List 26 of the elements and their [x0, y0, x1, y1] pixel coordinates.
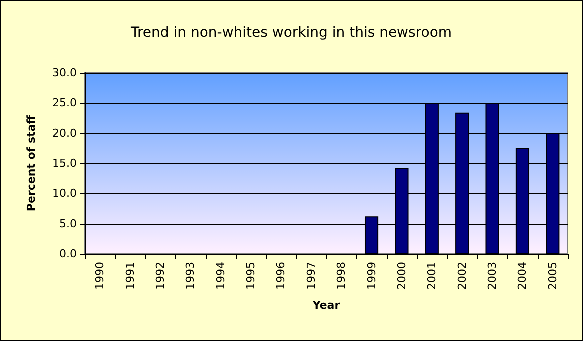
- y-tick-label: 25.0: [52, 96, 77, 110]
- y-tick-label: 20.0: [52, 126, 77, 140]
- y-tick-label: 15.0: [52, 157, 77, 170]
- x-tick-label: 2004: [516, 262, 530, 290]
- x-tick-label: 2003: [486, 262, 500, 290]
- x-tick-label: 1991: [124, 262, 137, 290]
- x-tick-label: 1994: [214, 262, 228, 290]
- x-tick-label: 2005: [546, 262, 560, 290]
- x-tick-label: 2002: [456, 262, 469, 290]
- y-axis-title: Percent of staff: [25, 115, 38, 212]
- y-tick-label: 5.0: [60, 217, 77, 230]
- chart-title: Trend in non-whites working in this newsroom: [130, 25, 452, 41]
- x-tick-label: 1998: [335, 262, 348, 290]
- x-tick-label: 2000: [395, 262, 408, 290]
- x-tick-label: 1997: [304, 262, 318, 290]
- x-tick-label: 2001: [426, 262, 439, 290]
- y-tick-label: 10.0: [52, 187, 77, 200]
- x-tick-label: 1992: [154, 262, 167, 290]
- y-tick-label: 0.0: [60, 248, 77, 260]
- x-axis-title: Year: [312, 299, 341, 312]
- x-tick-label: 1995: [244, 262, 258, 290]
- x-tick-label: 1996: [274, 262, 288, 290]
- y-tick-label: 30.0: [52, 66, 77, 80]
- x-tick-label: 1990: [94, 262, 107, 290]
- x-tick-label: 1999: [365, 262, 378, 290]
- x-tick-label: 1993: [184, 262, 198, 290]
